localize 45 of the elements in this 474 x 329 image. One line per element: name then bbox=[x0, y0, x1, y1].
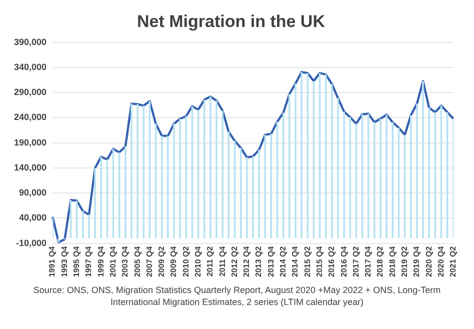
x-tick-label: 2014 Q4 bbox=[290, 246, 300, 278]
x-tick-label: 2007 Q4 bbox=[144, 246, 154, 278]
x-tick-label: 2011 Q2 bbox=[206, 246, 215, 277]
x-tick-label: 2013 Q2 bbox=[254, 246, 264, 278]
y-tick-label: 140,000 bbox=[14, 162, 47, 172]
x-tick-label: 2018 Q2 bbox=[376, 246, 385, 278]
x-tick-label: 2010 Q4 bbox=[194, 246, 203, 278]
y-tick-label: 340,000 bbox=[14, 62, 47, 72]
x-tick-label: 2009 Q2 bbox=[157, 246, 166, 278]
y-tick-label: 290,000 bbox=[14, 87, 47, 98]
x-tick-label: 2001 Q4 bbox=[108, 246, 118, 278]
x-tick-label: 1997 Q4 bbox=[84, 246, 94, 278]
source-note: Source: ONS, ONS, Migration Statistics Quarterly Report, August 2020 +May 2022 + ONS, Long-Term International Migration Estimates, 2 series (LTIM calendar year) bbox=[32, 284, 442, 308]
x-tick-label: 2017 Q2 bbox=[351, 246, 360, 278]
x-tick-label: 2020 Q2 bbox=[424, 246, 434, 278]
x-tick-label: 2009 Q4 bbox=[169, 246, 178, 278]
x-tick-label: 1991 Q4 bbox=[48, 246, 57, 278]
x-tick-label: 2015 Q4 bbox=[314, 246, 324, 278]
x-tick-label: 2019 Q4 bbox=[412, 246, 422, 278]
y-tick-label: 190,000 bbox=[14, 137, 47, 148]
x-tick-label: 2003 Q4 bbox=[120, 246, 130, 278]
x-tick-label: 2016 Q4 bbox=[339, 246, 348, 278]
y-tick-label: 240,000 bbox=[14, 112, 47, 122]
x-tick-label: 2019 Q2 bbox=[400, 246, 410, 278]
x-tick-label: 2021 Q2 bbox=[448, 246, 458, 278]
x-tick-label: 2015 Q2 bbox=[302, 246, 312, 278]
x-tick-label: 2013 Q4 bbox=[266, 246, 276, 278]
chart-title: Net Migration in the UK bbox=[137, 12, 326, 31]
x-tick-label: 1995 Q4 bbox=[72, 246, 82, 278]
x-tick-label: 1999 Q4 bbox=[96, 246, 106, 278]
x-tick-label: 2017 Q4 bbox=[364, 246, 373, 278]
x-tick-label: 2010 Q2 bbox=[181, 246, 190, 278]
x-tick-label: 1993 Q4 bbox=[60, 246, 69, 278]
x-tick-label: 2005 Q4 bbox=[132, 246, 142, 278]
x-tick-label: 2011 Q4 bbox=[218, 246, 227, 277]
x-tick-label: 2018 Q4 bbox=[388, 246, 397, 278]
x-tick-label: 2014 Q2 bbox=[278, 246, 288, 278]
x-tick-label: 2012 Q4 bbox=[242, 246, 252, 278]
y-tick-label: 390,000 bbox=[14, 36, 47, 47]
y-tick-label: -10,000 bbox=[16, 238, 47, 248]
x-tick-label: 2016 Q2 bbox=[327, 246, 336, 278]
x-tick-label: 2020 Q4 bbox=[436, 246, 446, 278]
y-tick-label: 40,000 bbox=[19, 212, 47, 223]
y-tick-label: 90,000 bbox=[19, 188, 47, 198]
x-tick-label: 2012 Q2 bbox=[230, 246, 239, 278]
